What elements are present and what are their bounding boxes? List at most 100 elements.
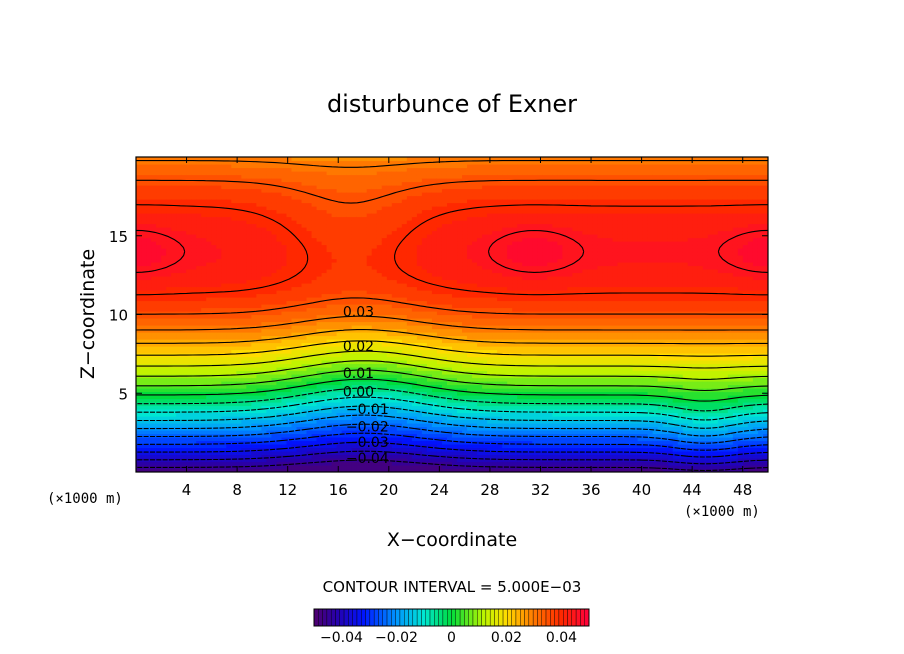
contour-cell bbox=[391, 262, 398, 267]
contour-cell bbox=[161, 360, 167, 365]
contour-cell bbox=[226, 328, 232, 333]
contour-cell bbox=[331, 377, 338, 382]
contour-cell bbox=[356, 199, 363, 204]
contour-cell bbox=[246, 230, 252, 235]
contour-cell bbox=[211, 342, 217, 347]
contour-cell bbox=[141, 220, 147, 225]
contour-cell bbox=[236, 388, 242, 393]
contour-cell bbox=[371, 465, 378, 470]
contour-cell bbox=[171, 300, 177, 305]
contour-cell bbox=[401, 293, 408, 298]
contour-cell bbox=[231, 160, 237, 165]
contour-cell bbox=[241, 181, 247, 186]
contour-cell bbox=[216, 244, 222, 249]
contour-cell bbox=[366, 241, 373, 246]
contour-cell bbox=[296, 391, 303, 396]
contour-cell bbox=[356, 213, 363, 218]
contour-cell bbox=[406, 468, 413, 472]
contour-cell bbox=[306, 269, 313, 274]
contour-cell bbox=[246, 437, 252, 442]
contour-cell bbox=[251, 405, 257, 410]
contour-cell bbox=[361, 188, 368, 193]
contour-cell bbox=[241, 202, 247, 207]
contour-cell bbox=[381, 388, 388, 393]
contour-cell bbox=[326, 241, 333, 246]
contour-cell bbox=[351, 433, 358, 438]
contour-cell bbox=[201, 283, 207, 288]
contour-cell bbox=[311, 258, 318, 263]
contour-cell bbox=[351, 409, 358, 414]
contour-cell bbox=[321, 227, 328, 232]
contour-cell bbox=[376, 290, 383, 295]
contour-cell bbox=[371, 325, 378, 330]
contour-cell bbox=[221, 230, 227, 235]
contour-cell bbox=[216, 220, 222, 225]
contour-cell bbox=[366, 360, 373, 365]
contour-cell bbox=[336, 220, 343, 225]
contour-cell bbox=[246, 227, 252, 232]
contour-cell bbox=[151, 423, 157, 428]
contour-cell bbox=[261, 335, 268, 340]
contour-cell bbox=[376, 293, 383, 298]
contour-cell bbox=[226, 321, 232, 326]
contour-cell bbox=[206, 262, 212, 267]
contour-cell bbox=[146, 185, 152, 190]
contour-cell bbox=[251, 314, 257, 319]
contour-cell bbox=[321, 297, 328, 302]
contour-cell bbox=[366, 318, 373, 323]
contour-cell bbox=[171, 223, 177, 228]
contour-cell bbox=[181, 377, 187, 382]
contour-cell bbox=[256, 167, 262, 172]
contour-cell bbox=[256, 293, 262, 298]
contour-cell bbox=[196, 325, 202, 330]
contour-cell bbox=[386, 349, 393, 354]
contour-cell bbox=[221, 174, 227, 179]
contour-cell bbox=[271, 395, 278, 400]
contour-cell bbox=[191, 237, 197, 242]
contour-cell bbox=[396, 328, 403, 333]
contour-cell bbox=[156, 304, 162, 309]
contour-cell bbox=[406, 192, 413, 197]
contour-cell bbox=[211, 437, 217, 442]
contour-cell bbox=[161, 167, 167, 172]
contour-cell bbox=[296, 458, 303, 463]
contour-cell bbox=[171, 356, 177, 361]
contour-cell bbox=[196, 262, 202, 267]
contour-cell bbox=[161, 433, 167, 438]
contour-cell bbox=[306, 468, 313, 472]
contour-cell bbox=[331, 430, 338, 435]
contour-cell bbox=[291, 433, 298, 438]
contour-cell bbox=[146, 181, 152, 186]
contour-cell bbox=[141, 444, 147, 449]
contour-cell bbox=[201, 416, 207, 421]
contour-cell bbox=[211, 248, 217, 253]
contour-cell bbox=[226, 269, 232, 274]
contour-cell bbox=[311, 251, 318, 256]
contour-cell bbox=[271, 192, 278, 197]
contour-cell bbox=[156, 213, 162, 218]
contour-cell bbox=[276, 440, 283, 445]
contour-cell bbox=[216, 454, 222, 459]
contour-cell bbox=[301, 325, 308, 330]
contour-cell bbox=[231, 321, 237, 326]
contour-cell bbox=[276, 458, 283, 463]
contour-cell bbox=[341, 164, 348, 169]
contour-cell bbox=[391, 461, 398, 466]
contour-cell bbox=[226, 332, 232, 337]
contour-cell bbox=[371, 181, 378, 186]
contour-cell bbox=[166, 311, 172, 316]
contour-cell bbox=[171, 293, 177, 298]
contour-cell bbox=[306, 458, 313, 463]
contour-cell bbox=[276, 391, 283, 396]
contour-cell bbox=[236, 262, 242, 267]
contour-cell bbox=[191, 251, 197, 256]
contour-cell bbox=[151, 213, 157, 218]
contour-cell bbox=[276, 444, 283, 449]
contour-cell bbox=[291, 237, 298, 242]
contour-cell bbox=[306, 195, 313, 200]
contour-cell bbox=[241, 342, 247, 347]
contour-cell bbox=[396, 237, 403, 242]
contour-cell bbox=[186, 230, 192, 235]
contour-cell bbox=[331, 160, 338, 165]
contour-cell bbox=[271, 195, 278, 200]
